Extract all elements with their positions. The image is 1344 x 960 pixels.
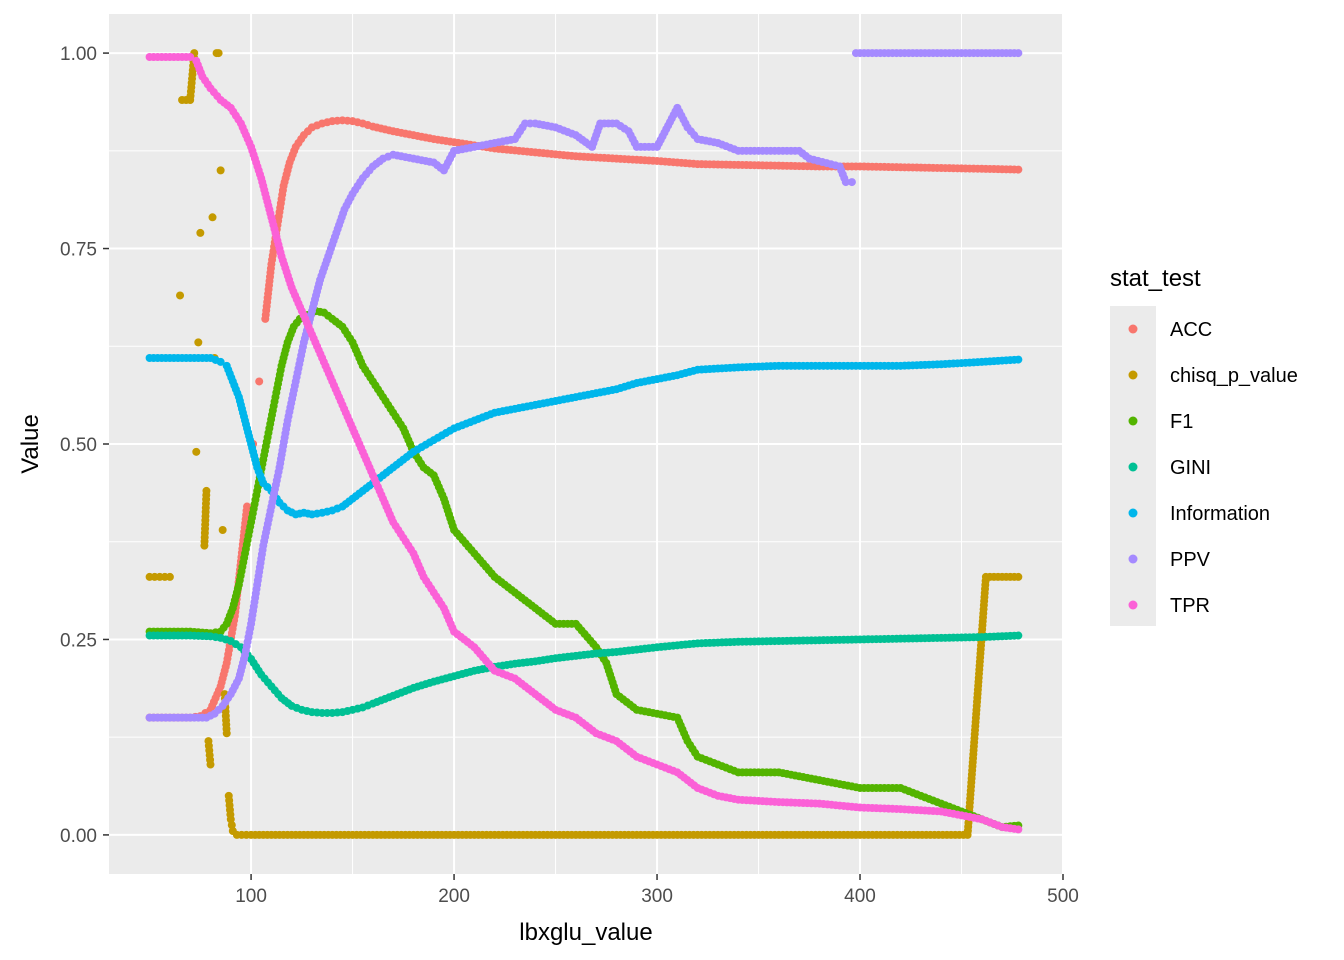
legend-key-chisq-p-value: [1128, 370, 1138, 380]
y-tick-label: 1.00: [60, 44, 97, 65]
data-point: [216, 357, 225, 366]
data-point: [186, 53, 195, 61]
data-point: [165, 572, 174, 581]
data-point: [202, 486, 211, 495]
data-point: [243, 502, 252, 511]
x-tick-label: 400: [844, 886, 876, 907]
y-axis-title: Value: [17, 414, 44, 474]
data-point: [1014, 572, 1023, 581]
series-gini: [145, 631, 1023, 717]
x-axis-title: lbxglu_value: [519, 919, 652, 946]
legend-label-f1: F1: [1170, 411, 1193, 433]
series-chisq-p-value: [145, 49, 1023, 839]
y-tick-label: 0.75: [60, 240, 97, 261]
data-point: [206, 760, 215, 769]
data-point: [841, 178, 850, 187]
legend-label-ppv: PPV: [1170, 549, 1211, 571]
legend-label-chisq-p-value: chisq_p_value: [1170, 365, 1298, 387]
data-point: [192, 447, 201, 456]
x-tick-label: 100: [235, 886, 267, 907]
data-point: [1014, 165, 1023, 174]
data-point: [847, 178, 856, 187]
data-point: [1014, 49, 1023, 58]
y-tick-label: 0.00: [60, 826, 97, 847]
legend-key-ppv: [1128, 554, 1138, 564]
legend: stat_test ACC chisq_p_value F1 GINI Informat…: [1110, 265, 1298, 626]
x-tick-label: 300: [641, 886, 673, 907]
legend-label-tpr: TPR: [1170, 595, 1210, 617]
y-axis: 0.00 0.25 0.50 0.75 1.00: [60, 44, 109, 847]
data-point: [176, 291, 185, 300]
x-tick-label: 500: [1047, 886, 1079, 907]
data-point: [194, 338, 203, 347]
x-tick-label: 200: [438, 886, 470, 907]
data-point: [255, 377, 264, 386]
legend-key-f1: [1128, 416, 1138, 426]
data-points: [145, 49, 1023, 839]
legend-label-acc: ACC: [1170, 319, 1212, 341]
y-tick-label: 0.50: [60, 435, 97, 456]
legend-key-information: [1128, 508, 1138, 518]
legend-key-acc: [1128, 324, 1138, 334]
data-point: [222, 729, 231, 738]
data-point: [208, 213, 217, 222]
y-tick-label: 0.25: [60, 630, 97, 651]
data-point: [1014, 825, 1023, 834]
legend-label-gini: GINI: [1170, 457, 1211, 479]
data-point: [218, 526, 227, 534]
legend-items: ACC chisq_p_value F1 GINI Information PPV TPR: [1128, 319, 1298, 617]
series-tpr: [145, 53, 1023, 834]
data-point: [196, 228, 205, 237]
data-point: [214, 49, 223, 58]
data-point: [216, 166, 225, 175]
series-f1: [145, 307, 1023, 832]
legend-key-tpr: [1128, 600, 1138, 610]
data-point: [1014, 355, 1023, 364]
legend-label-information: Information: [1170, 503, 1270, 525]
data-point: [1014, 631, 1023, 640]
x-axis: 100 200 300 400 500: [235, 874, 1079, 907]
series-ppv: [145, 49, 1023, 722]
legend-title: stat_test: [1110, 265, 1201, 292]
legend-key-gini: [1128, 462, 1138, 472]
